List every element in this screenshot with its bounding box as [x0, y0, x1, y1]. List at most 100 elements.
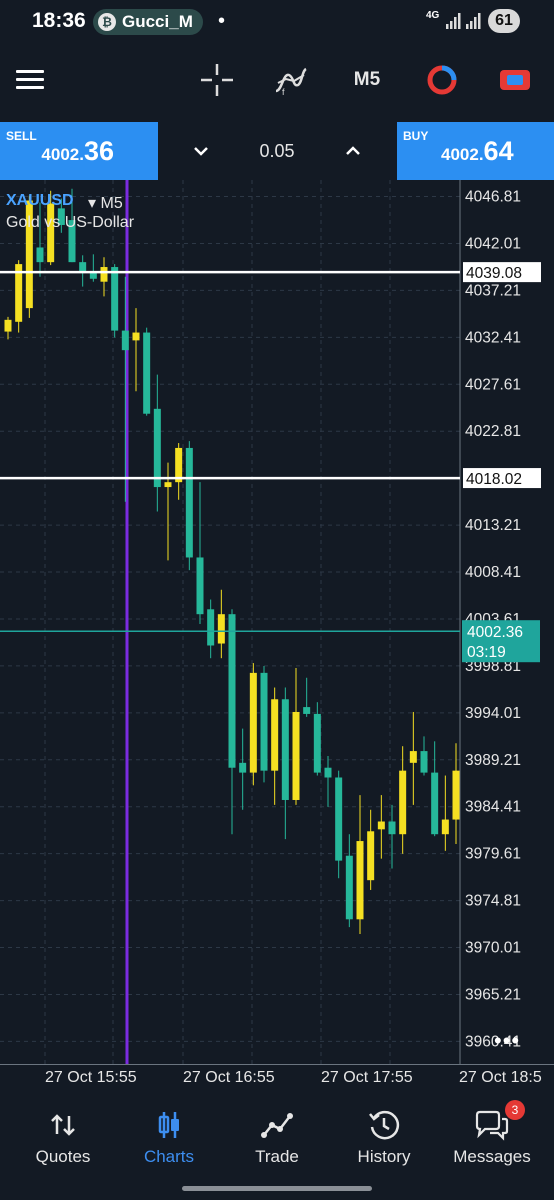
candle-bull [441, 819, 449, 835]
nav-trade-label: Trade [255, 1147, 299, 1166]
candle-bull [164, 482, 172, 488]
candle-bull [452, 770, 460, 820]
crosshair-button[interactable] [196, 60, 238, 100]
objects-icon [427, 65, 457, 95]
nav-messages[interactable]: 3 Messages [437, 1097, 547, 1177]
menu-icon [16, 70, 44, 89]
horizontal-line-label-bg [463, 262, 541, 283]
candle-bull [271, 699, 279, 771]
messages-icon [475, 1110, 509, 1141]
candle-bear [281, 699, 289, 800]
candle-bear [121, 330, 129, 351]
buy-price-main: 4002. [441, 145, 484, 164]
candle-bear [196, 557, 204, 615]
horizontal-line-label: 4018.02 [466, 471, 522, 488]
volume-value[interactable]: 0.05 [259, 141, 295, 161]
timeframe-button[interactable]: M5 [353, 69, 381, 90]
nav-history[interactable]: History [329, 1097, 439, 1177]
candle-bull [377, 821, 385, 830]
candle-bear [68, 220, 76, 263]
candle-bear [57, 208, 65, 225]
nav-quotes[interactable]: Quotes [8, 1097, 118, 1177]
price-scale-label: 4013.21 [465, 517, 521, 534]
candle-bull [25, 200, 33, 309]
nav-charts-label: Charts [143, 1147, 195, 1166]
nav-quotes-label: Quotes [35, 1147, 91, 1166]
chevron-down-icon [194, 147, 208, 156]
candle-bull [4, 319, 12, 332]
chart-toolbar: f M5 [0, 50, 554, 112]
candle-bear [185, 447, 193, 558]
price-scale-label: 4037.21 [465, 282, 521, 299]
one-click-trading-button[interactable] [494, 60, 536, 100]
candle-bull [100, 267, 108, 282]
candle-bull [132, 332, 140, 341]
home-indicator[interactable] [182, 1186, 372, 1191]
nav-messages-label: Messages [453, 1147, 531, 1166]
candle-bear [143, 332, 151, 414]
price-scale-label: 4032.41 [465, 329, 521, 346]
price-chart[interactable]: 4046.81 4042.01 4037.21 4032.41 4027.61 4022.… [0, 180, 554, 1086]
buy-price: 4002.64 [441, 136, 514, 167]
indicators-button[interactable]: f [270, 60, 312, 100]
price-scale-label: 3974.81 [465, 893, 521, 910]
sell-button[interactable]: SELL 4002.36 [0, 122, 158, 180]
candle-bear [303, 707, 311, 714]
price-scale-label: 4027.61 [465, 376, 521, 393]
price-scale-label: 3984.41 [465, 799, 521, 816]
menu-button[interactable] [10, 60, 50, 100]
bid-label-bg [462, 620, 540, 663]
chart-timeframe: ▾ M5 [88, 195, 123, 212]
bottom-navigation: Quotes Charts Trade [0, 1097, 554, 1200]
price-scale-label: 4008.41 [465, 564, 521, 581]
trade-bar: SELL 4002.36 0.05 BUY 4002.64 [0, 122, 554, 180]
nav-history-label: History [357, 1147, 411, 1166]
sell-label: SELL [6, 129, 37, 143]
volume-increase-button[interactable] [338, 136, 368, 166]
nav-trade[interactable]: Trade [222, 1097, 332, 1177]
one-click-trading-icon [500, 70, 530, 90]
more-options-icon[interactable]: ••• [494, 1028, 521, 1053]
candle-bull [356, 841, 364, 920]
candle-bear [89, 271, 97, 279]
buy-label: BUY [403, 129, 429, 143]
time-label: 27 Oct 16:55 [183, 1069, 275, 1086]
candle-bull [292, 711, 300, 800]
volume-decrease-button[interactable] [186, 136, 216, 166]
status-time: 18:36 [32, 9, 86, 32]
candle-bear [324, 767, 332, 778]
candle-bull [15, 264, 23, 322]
price-scale-label: 4042.01 [465, 235, 521, 252]
buy-button[interactable]: BUY 4002.64 [397, 122, 554, 180]
price-scale-label: 3965.21 [465, 986, 521, 1003]
buy-price-big: 64 [483, 136, 514, 166]
candle-bear [388, 821, 396, 835]
price-scale-label: 3979.61 [465, 846, 521, 863]
chart-canvas[interactable]: 4046.81 4042.01 4037.21 4032.41 4027.61 4022.… [0, 180, 554, 1086]
messages-badge: 3 [505, 1100, 525, 1120]
candle-bear [153, 408, 161, 488]
sell-price-big: 36 [83, 136, 114, 166]
horizontal-line-label: 4039.08 [466, 265, 522, 282]
objects-button[interactable] [422, 60, 462, 100]
price-scale-label: 3989.21 [465, 752, 521, 769]
candle-bear [335, 777, 343, 861]
price-scale-label: 3994.01 [465, 705, 521, 722]
bitcoin-icon: ₿ [98, 13, 116, 31]
candle-bull [217, 614, 225, 644]
candle-bear [420, 751, 428, 773]
candle-bull [249, 672, 257, 773]
candle-bull [367, 831, 375, 881]
price-scale-label: 4022.81 [465, 423, 521, 440]
indicators-icon: f [275, 67, 307, 95]
trade-icon [261, 1113, 293, 1138]
candle-bull [175, 447, 183, 483]
battery-level: 61 [488, 9, 520, 33]
bid-price-label: 4002.36 [467, 624, 523, 641]
notification-chip[interactable]: ₿ Gucci_M [93, 9, 203, 35]
time-label: 27 Oct 15:55 [45, 1069, 137, 1086]
nav-charts[interactable]: Charts [114, 1097, 224, 1177]
candle-bear [313, 713, 321, 773]
status-bar: 18:36 ₿ Gucci_M • 4G 61 [0, 0, 554, 44]
candle-bull [399, 770, 407, 835]
